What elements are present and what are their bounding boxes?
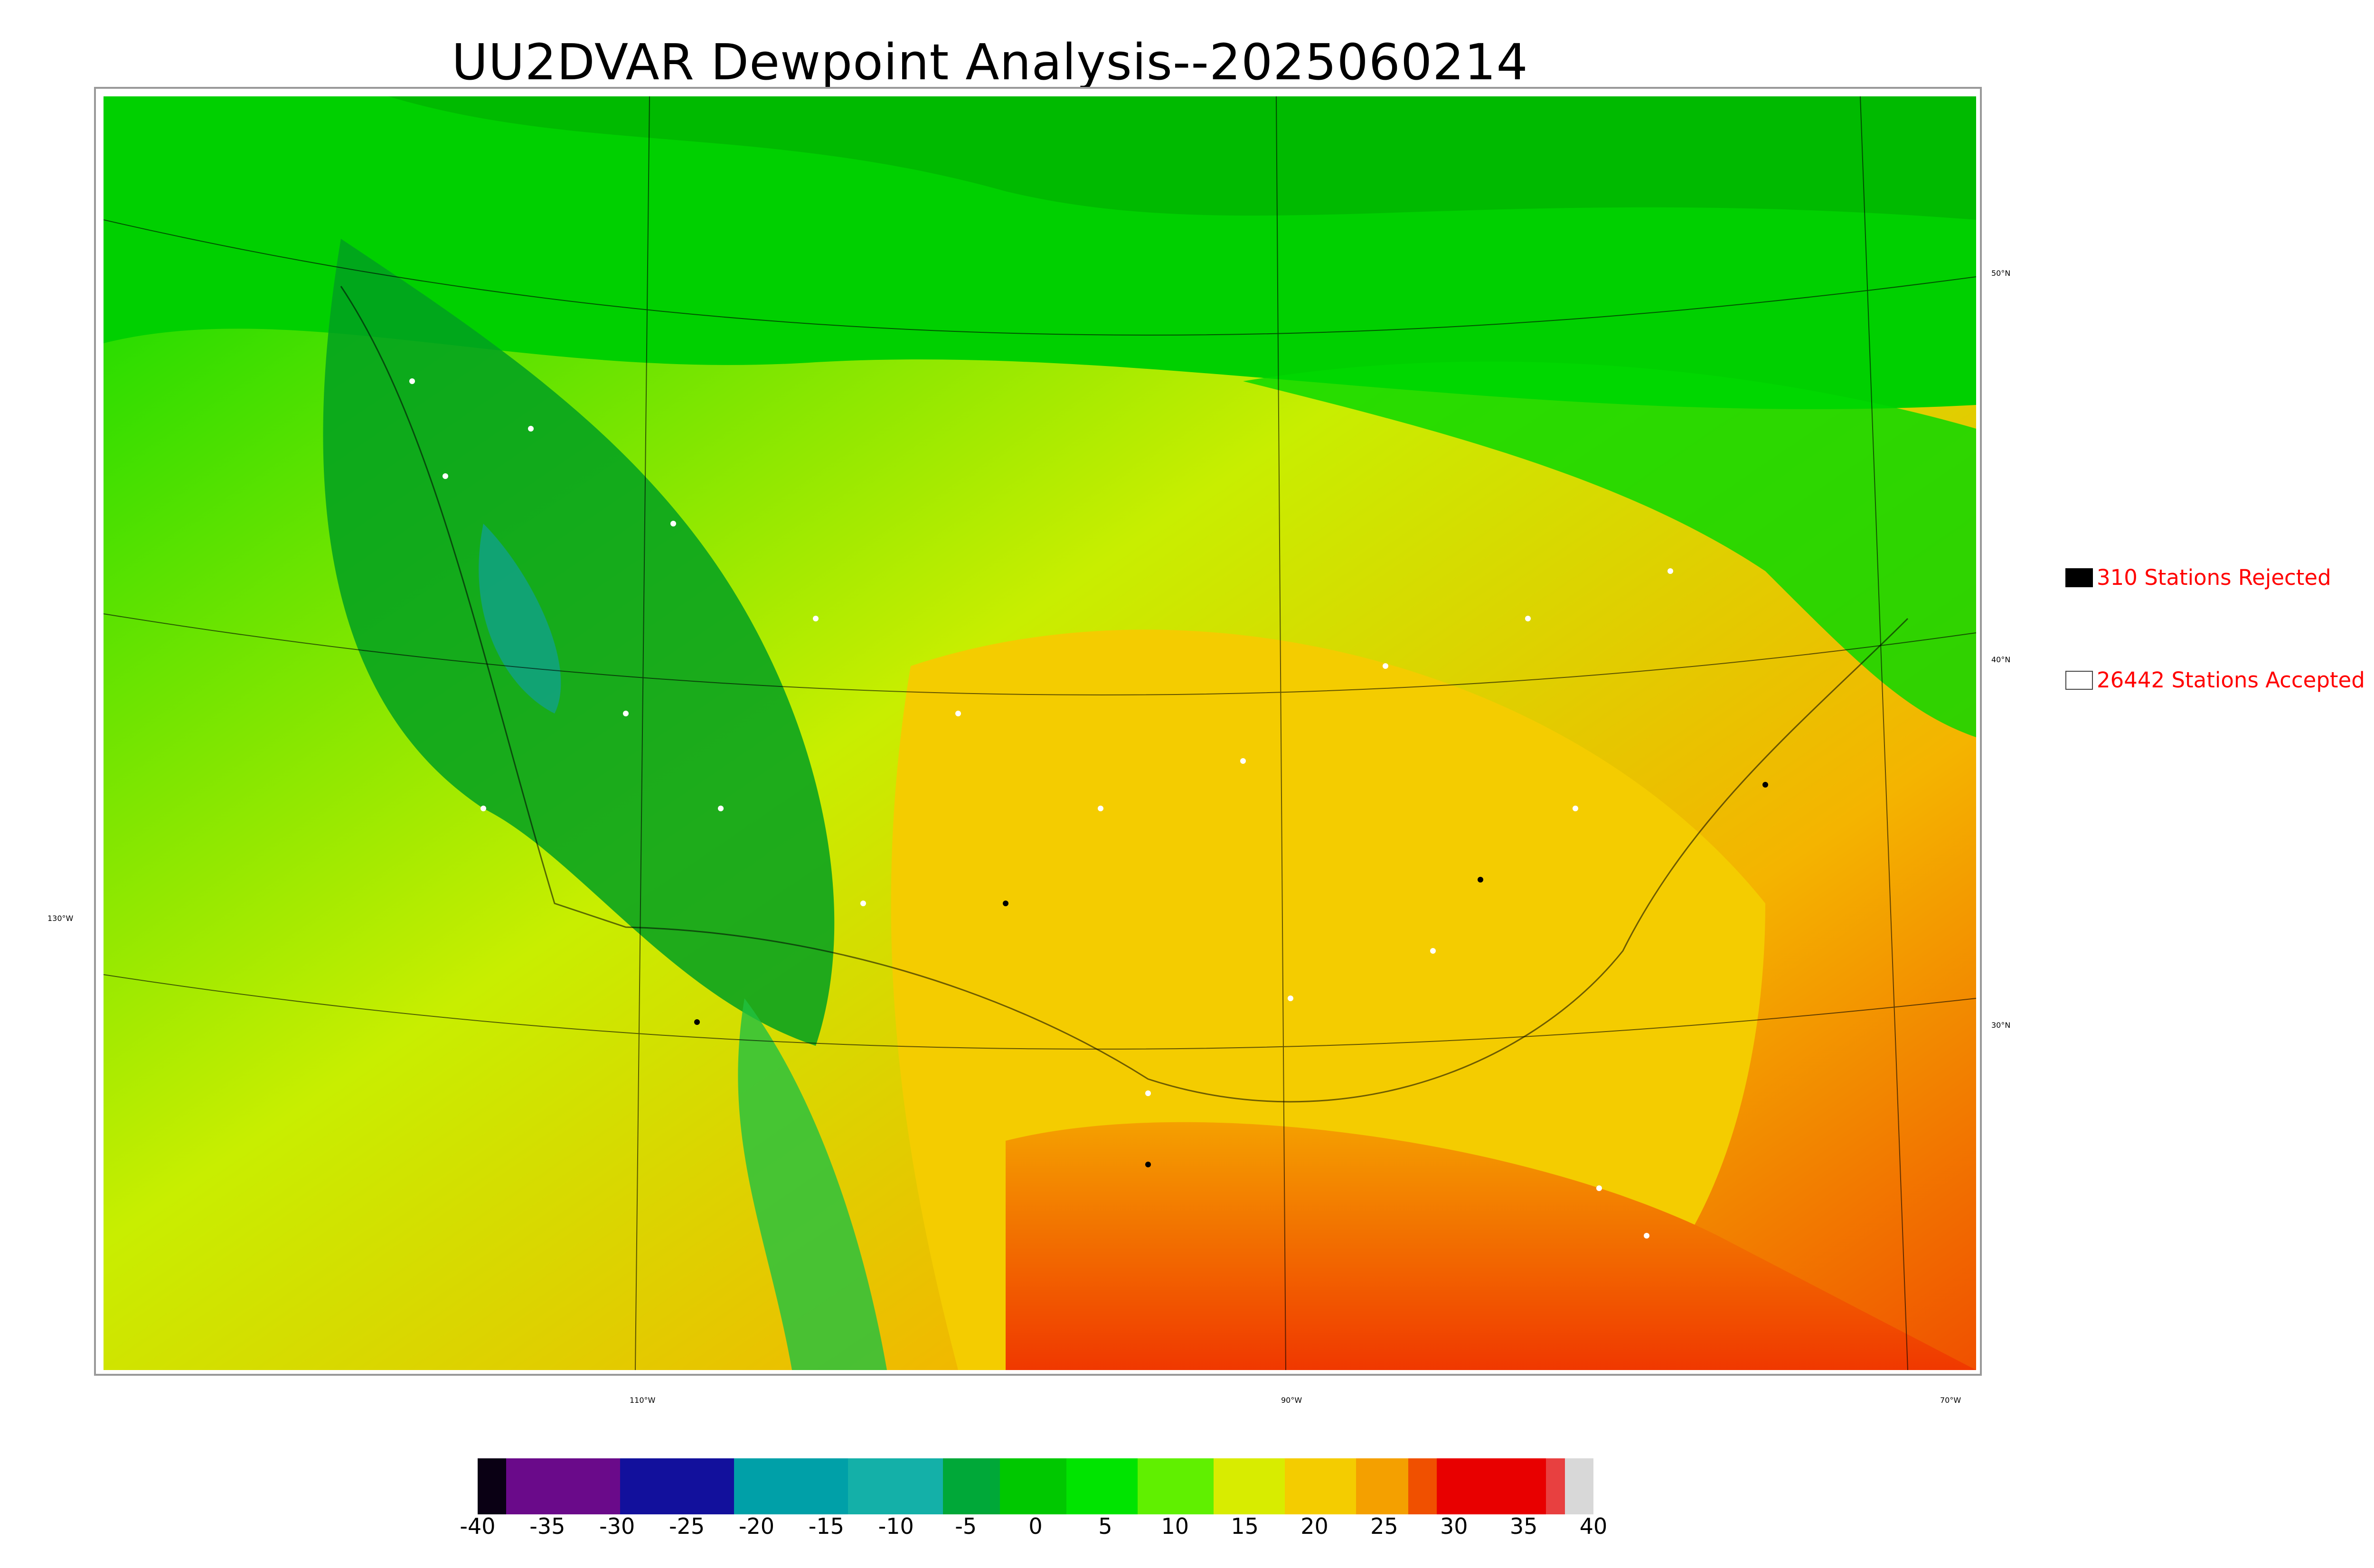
- colorbar-tick-label: -30: [599, 1513, 635, 1539]
- colorbar-tick-label: 30: [1440, 1513, 1468, 1539]
- northern-dry-field: [388, 96, 1976, 220]
- legend-accepted-label: 26442 Stations Accepted: [2097, 667, 2365, 693]
- colorbar-tick-label: -20: [738, 1513, 775, 1539]
- colorbar-tick-label: 15: [1231, 1513, 1259, 1539]
- colorbar-tick-label: 0: [1028, 1513, 1043, 1539]
- country-border: [340, 286, 1909, 1103]
- colorbar-tick-label: 35: [1509, 1513, 1538, 1539]
- colorbar-tick-label: 25: [1370, 1513, 1398, 1539]
- rejected-swatch: [2065, 568, 2093, 587]
- map-canvas: [104, 96, 1976, 1370]
- accepted-stations: [409, 378, 1673, 1239]
- great-basin-field: [479, 524, 561, 714]
- gulf-field: [1006, 1122, 1976, 1370]
- colorbar-tick-label: 5: [1098, 1513, 1112, 1539]
- northeast-field: [1243, 361, 1976, 737]
- accepted-swatch: [2065, 670, 2093, 690]
- legend-rejected-label: 310 Stations Rejected: [2097, 565, 2331, 590]
- dewpoint-map: [94, 87, 1982, 1376]
- longitude-label-90w: 90°W: [1281, 1396, 1302, 1405]
- map-title: UU2DVAR Dewpoint Analysis--2025060214: [452, 33, 1528, 91]
- colorbar-tick-label: -15: [808, 1513, 844, 1539]
- latitude-label-50n: 50°N: [1991, 269, 2011, 278]
- colorbar-tick-label: -25: [669, 1513, 705, 1539]
- colorbar-tick-label: -5: [955, 1513, 977, 1539]
- colorbar-tick-label: -40: [460, 1513, 496, 1539]
- latitude-label-30n: 30°N: [1991, 1021, 2011, 1030]
- longitude-label-130w: 130°W: [47, 914, 74, 923]
- graticule: [104, 96, 1976, 1370]
- colorbar-tick-label: 20: [1300, 1513, 1328, 1539]
- rockies-dry-field: [323, 239, 835, 1046]
- colorbar-tick-label: -35: [529, 1513, 565, 1539]
- longitude-label-110w: 110°W: [630, 1396, 656, 1405]
- dewpoint-colorbar: [478, 1458, 1593, 1514]
- mexico-highland-field: [738, 998, 887, 1370]
- latitude-label-40n: 40°N: [1991, 655, 2011, 664]
- legend-rejected: 310 Stations Rejected: [2065, 565, 2331, 590]
- rejected-stations: [694, 782, 1768, 1167]
- colorbar-tick-label: -10: [878, 1513, 914, 1539]
- legend-accepted: 26442 Stations Accepted: [2065, 667, 2365, 693]
- colorbar-tick-label: 10: [1161, 1513, 1189, 1539]
- longitude-label-70w: 70°W: [1940, 1396, 1961, 1405]
- colorbar-tick-label: 40: [1579, 1513, 1608, 1539]
